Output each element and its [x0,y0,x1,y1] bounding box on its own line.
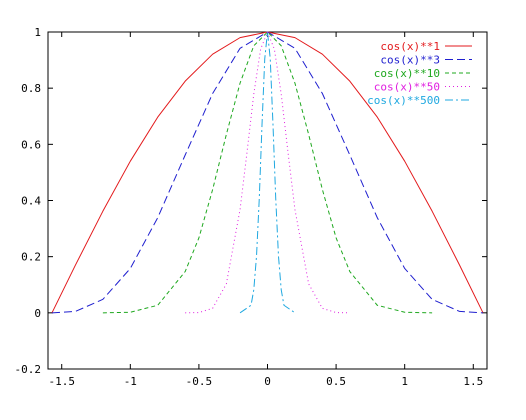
x-tick-label: 0 [264,375,271,388]
y-tick-label: 0 [34,307,41,320]
legend-label-5: cos(x)**500 [367,94,440,107]
y-tick-label: 0.6 [21,138,41,151]
y-tick-label: 0.4 [21,195,41,208]
y-tick-label: -0.2 [15,363,42,376]
x-tick-label: 0.5 [326,375,346,388]
series-line-4 [185,31,350,314]
legend-label-2: cos(x)**3 [380,54,440,67]
legend-label-4: cos(x)**50 [374,81,440,94]
x-tick-label: -0.5 [186,375,213,388]
y-tick-label: 0.2 [21,251,41,264]
y-tick-label: 0.8 [21,82,41,95]
x-tick-label: -1.5 [48,375,75,388]
series-line-5 [239,31,296,314]
legend-label-1: cos(x)**1 [380,40,440,53]
x-tick-label: -1 [124,375,137,388]
series-line-3 [102,31,433,314]
y-tick-label: 1 [34,26,41,39]
x-tick-label: 1 [401,375,408,388]
series-line-2 [51,31,484,314]
x-tick-label: 1.5 [463,375,483,388]
legend-label-3: cos(x)**10 [374,67,440,80]
